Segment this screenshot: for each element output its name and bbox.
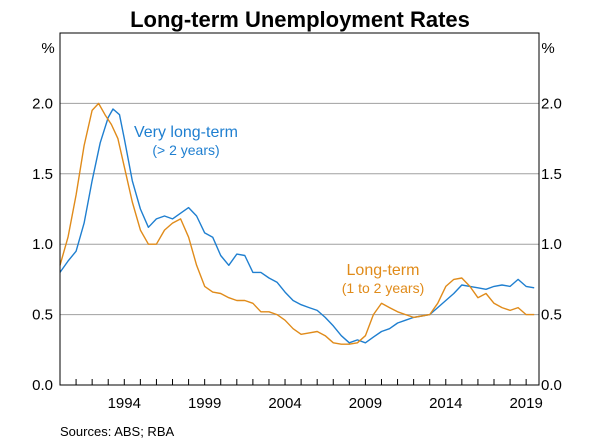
plot-frame: [59, 32, 540, 386]
y-tick-right-label: 1.0: [541, 236, 562, 253]
series-line-long-term: [59, 102, 535, 345]
x-tick-label: 1994: [108, 395, 141, 412]
x-tick-label: 2019: [509, 395, 542, 412]
long-term-sublabel: (1 to 2 years): [342, 280, 424, 296]
y-tick-right-label: 0.0: [541, 377, 562, 394]
series-line-very-long-term: [59, 108, 535, 344]
y-tick-left-label: 0.0: [32, 377, 53, 394]
y-tick-right-label: 0.5: [541, 307, 562, 324]
grid-lines: [60, 102, 539, 316]
y-axis-right-ticks: 0.0 0.5 1.0 1.5 2.0: [541, 95, 562, 394]
y-tick-right-label: 1.5: [541, 166, 562, 183]
y-unit-left: %: [41, 40, 54, 57]
x-tick-label: 2014: [429, 395, 462, 412]
long-term-label: Long-term: [347, 262, 420, 279]
very-long-term-label: Very long-term: [134, 124, 238, 141]
very-long-term-sublabel: (> 2 years): [152, 142, 219, 158]
annotation-very-long-term: Very long-term (> 2 years): [134, 124, 238, 158]
series-layer: [59, 102, 535, 345]
x-tick-label: 2009: [349, 395, 382, 412]
y-tick-left-label: 1.0: [32, 236, 53, 253]
chart-title: Long-term Unemployment Rates: [130, 7, 470, 32]
y-tick-right-label: 2.0: [541, 95, 562, 112]
y-axis-left-ticks: 0.0 0.5 1.0 1.5 2.0: [32, 95, 53, 394]
sources-note: Sources: ABS; RBA: [60, 424, 174, 439]
x-tick-label: 1999: [188, 395, 221, 412]
annotation-long-term: Long-term (1 to 2 years): [342, 262, 424, 296]
y-tick-left-label: 0.5: [32, 307, 53, 324]
x-axis-ticks: 1994 1999 2004 2009 2014 2019: [59, 379, 543, 412]
y-tick-left-label: 1.5: [32, 166, 53, 183]
y-tick-left-label: 2.0: [32, 95, 53, 112]
x-tick-label: 2004: [268, 395, 301, 412]
y-unit-right: %: [541, 40, 554, 57]
